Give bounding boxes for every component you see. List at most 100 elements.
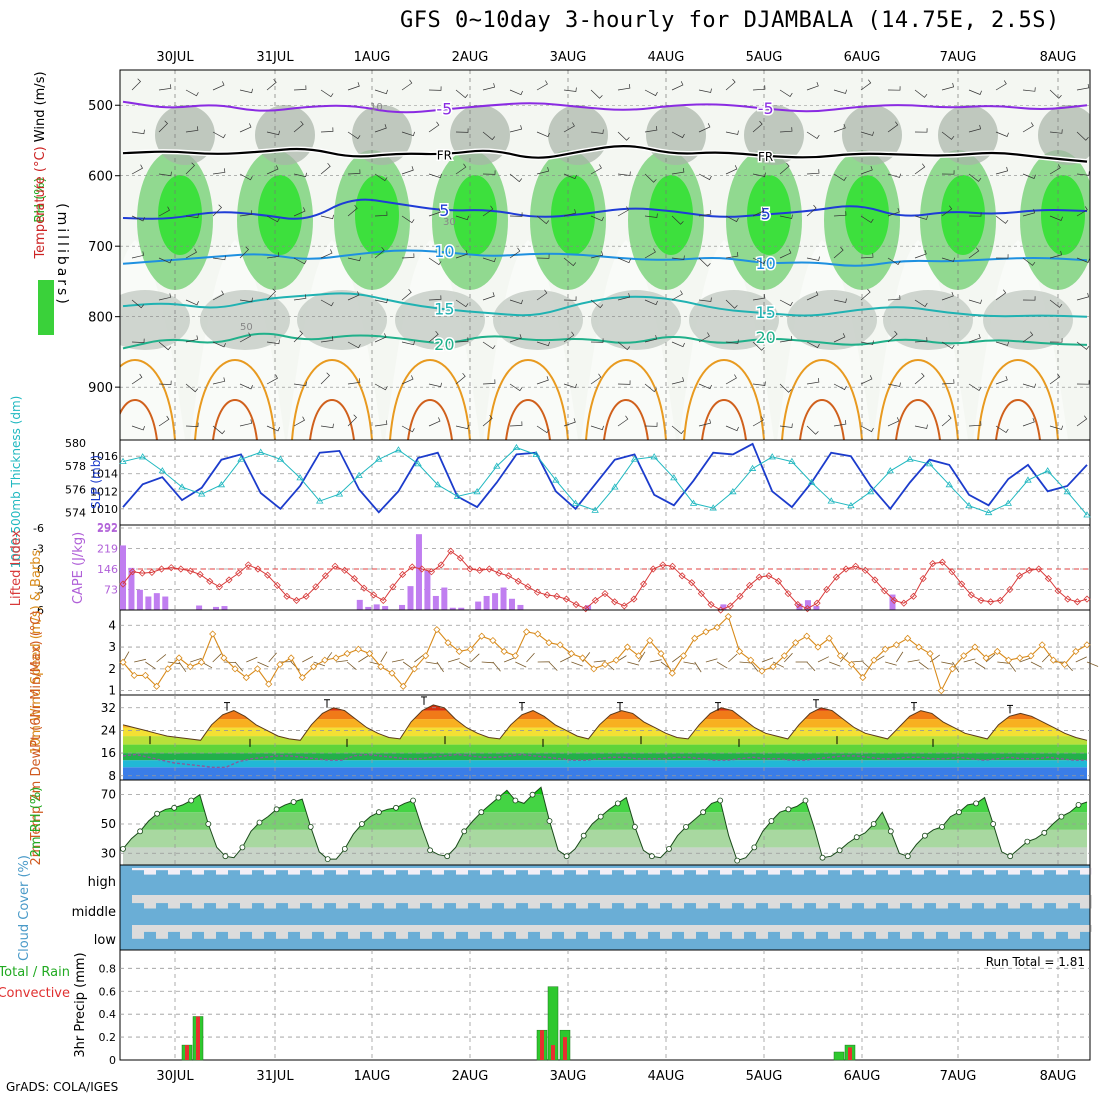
lifted-index-marker xyxy=(119,580,127,588)
wind-barb xyxy=(806,291,819,301)
wind-barb xyxy=(482,414,493,427)
cloud-cover-cell xyxy=(132,895,144,904)
wind-speed-marker xyxy=(567,650,575,658)
wind-barb xyxy=(941,414,952,427)
cloud-cover-cell xyxy=(1080,868,1092,875)
temperature-line xyxy=(122,704,1088,741)
cloud-cover-cell xyxy=(240,925,252,932)
wind-barb-10m xyxy=(234,661,244,672)
wind-barb-10m xyxy=(761,657,774,663)
thickness-marker xyxy=(257,448,265,455)
lifted-index-marker xyxy=(591,596,599,604)
cloud-cover-cell xyxy=(420,925,432,939)
cloud-cover-cell xyxy=(564,925,576,939)
dewpoint-line xyxy=(122,753,1087,768)
rh-marker xyxy=(939,824,945,830)
wind-speed-marker xyxy=(130,671,138,679)
cloud-cover-cell xyxy=(204,895,216,904)
cape-bar xyxy=(458,607,465,610)
wind-barb xyxy=(941,170,955,175)
cloud-cover-cell xyxy=(1044,925,1056,939)
wind-barb xyxy=(914,299,928,307)
lifted-index-line xyxy=(122,550,1088,611)
cloud-cover-cell xyxy=(552,895,564,909)
wind-speed-marker xyxy=(556,641,564,649)
precip-tick-label: 0.4 xyxy=(99,1008,117,1021)
wind-barb xyxy=(401,375,414,385)
cloud-cover-cell xyxy=(192,868,204,875)
wind-speed-marker xyxy=(276,660,284,669)
wind-speed-marker xyxy=(635,652,643,660)
cape-bar xyxy=(120,545,126,610)
precip-total-bar xyxy=(833,1051,845,1061)
wind-speed-marker xyxy=(153,682,161,690)
date-label-bottom: 8AUG xyxy=(1040,1069,1077,1084)
wind-barb xyxy=(671,81,684,91)
slp-thickness-panel: 1010 1012 1014 1016 574 576 578 580 1000-500mb T… xyxy=(9,396,1091,568)
thickness-marker xyxy=(807,478,816,485)
wind-barb xyxy=(536,289,548,301)
wind-barb xyxy=(266,130,280,136)
rh-mid-region xyxy=(200,290,290,350)
lifted-index-marker xyxy=(476,566,484,574)
wind-barb xyxy=(941,205,953,217)
wind-barb xyxy=(887,382,901,387)
wind-barb xyxy=(779,299,793,307)
wind-barb xyxy=(509,247,521,259)
cloud-cover-cell xyxy=(636,868,648,871)
cloud-cover-cell xyxy=(804,868,816,871)
isotherm-30 xyxy=(309,398,355,440)
wind-barb xyxy=(752,416,764,427)
wind-barb xyxy=(401,288,412,301)
rh-marker xyxy=(188,797,195,804)
lifted-index-marker xyxy=(553,592,561,600)
lifted-index-marker xyxy=(977,596,985,604)
wind-barb xyxy=(320,423,334,429)
cloud-cover-cell xyxy=(180,895,192,904)
cloud-cover-cell xyxy=(228,868,240,871)
cloud-cover-cell xyxy=(924,895,936,904)
cloud-cover-cell xyxy=(816,868,828,875)
thickness-marker xyxy=(1004,499,1013,506)
wind-barb xyxy=(374,333,387,343)
rh-marker xyxy=(546,818,553,824)
wind-barb xyxy=(158,206,170,217)
wind-barb xyxy=(752,381,766,386)
wind-barb xyxy=(752,172,766,177)
cloud-cover-cell xyxy=(708,895,720,904)
rh-marker xyxy=(768,818,775,824)
cloud-cover-cell xyxy=(1044,895,1056,904)
wind-speed-marker xyxy=(354,645,362,653)
wind-speed-marker xyxy=(769,663,777,671)
cloud-cover-cell xyxy=(528,925,540,932)
cloud-cover-cell xyxy=(240,868,252,875)
lifted-index-marker xyxy=(389,583,397,591)
isotherm-5 xyxy=(122,198,1088,220)
rh-wet-region xyxy=(355,175,399,255)
lifted-index-marker xyxy=(668,562,677,570)
temperature-band xyxy=(123,710,1087,720)
wind-barb xyxy=(968,247,980,259)
rh-marker xyxy=(836,847,843,854)
isotherm-10 xyxy=(122,249,1088,267)
thickness-marker xyxy=(335,490,344,497)
thickness-marker xyxy=(178,483,186,490)
wind-speed-marker xyxy=(186,663,194,671)
precip-convective-bar xyxy=(196,1016,200,1060)
run-total-label: Run Total = 1.81 xyxy=(986,955,1085,969)
cloud-cover-cell xyxy=(480,868,492,875)
rh-marker xyxy=(922,832,928,839)
rh-mid-region xyxy=(787,290,877,350)
wind-barb xyxy=(644,335,658,343)
lifted-index-marker xyxy=(283,592,291,600)
rh-mid-region xyxy=(689,290,779,350)
cloud-cover-cell xyxy=(708,868,720,871)
wind-barb xyxy=(455,299,469,308)
lifted-index-marker xyxy=(456,554,464,562)
wind-barb xyxy=(995,166,1009,175)
rh-marker xyxy=(785,806,792,813)
wind-barb xyxy=(833,246,844,259)
rh-marker xyxy=(461,828,468,835)
cloud-cover-cell xyxy=(948,925,960,939)
wind-barb xyxy=(860,425,874,433)
